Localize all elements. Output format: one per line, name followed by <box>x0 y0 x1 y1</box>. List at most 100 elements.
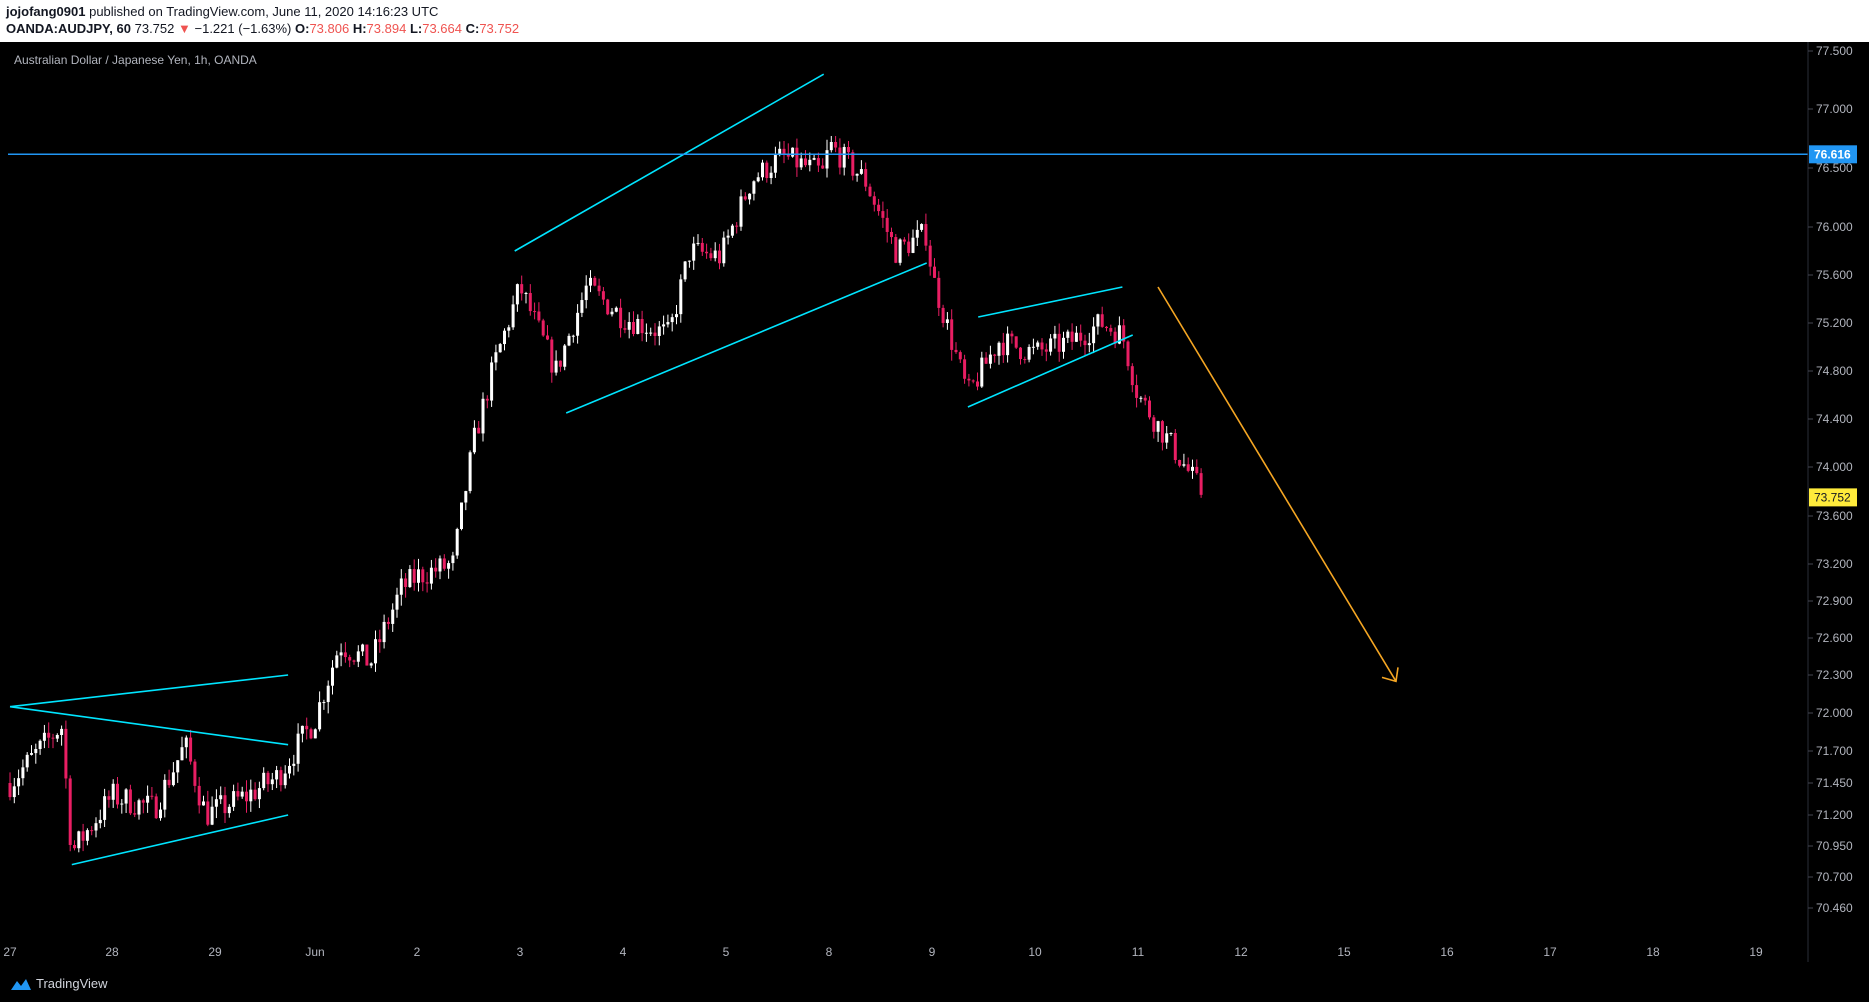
candle-down <box>245 791 248 802</box>
candle-down <box>593 277 597 286</box>
candle-down <box>834 142 838 148</box>
time-tick-label: 9 <box>929 945 936 959</box>
candle-down <box>894 237 898 263</box>
footer: TradingView <box>0 970 1869 1002</box>
candle-up <box>675 314 678 318</box>
candle-up <box>103 796 107 820</box>
candle-up <box>180 747 184 761</box>
candle-up <box>21 767 25 779</box>
candle-up <box>636 318 640 334</box>
candle-up <box>855 173 859 176</box>
candle-up <box>494 352 498 363</box>
candle-up <box>515 284 519 305</box>
trend-line <box>9 674 289 708</box>
drawings-layer: 76.616 73.752 <box>8 73 1857 866</box>
candle-down <box>847 147 850 153</box>
candle-down <box>558 360 562 367</box>
candle-down <box>167 779 171 786</box>
candle-down <box>933 266 936 278</box>
candle-up <box>257 788 261 800</box>
candle-up <box>374 639 377 664</box>
time-tick-label: 10 <box>1028 945 1042 959</box>
price-tick-label: 72.900 <box>1816 594 1853 608</box>
candle-up <box>511 304 515 328</box>
candle-up <box>778 148 782 156</box>
candle-up <box>1027 346 1031 360</box>
price-chart[interactable]: Australian Dollar / Japanese Yen, 1h, OA… <box>0 42 1869 970</box>
candle-down <box>1023 359 1027 361</box>
price-tick-label: 72.600 <box>1816 631 1853 645</box>
candle-up <box>468 452 472 492</box>
candle-up <box>219 795 223 800</box>
candle-down <box>1135 385 1139 398</box>
last-price-box <box>1809 488 1857 507</box>
candle-up <box>915 229 919 238</box>
candle-down <box>1122 325 1126 342</box>
candle-up <box>752 181 756 194</box>
candle-up <box>898 239 902 263</box>
candle-down <box>352 660 356 662</box>
candle-down <box>1113 331 1117 344</box>
tradingview-logo[interactable]: TradingView <box>8 976 108 991</box>
candle-down <box>1173 433 1177 461</box>
candle-up <box>812 158 816 160</box>
candle-down <box>1148 400 1151 418</box>
candle-up <box>498 344 502 353</box>
candle-up <box>55 734 59 739</box>
time-tick-label: 11 <box>1132 945 1145 959</box>
candle-down <box>128 789 132 814</box>
candle-up <box>730 225 734 236</box>
candle-down <box>1195 466 1199 474</box>
brand-name: TradingView <box>36 976 108 991</box>
candle-down <box>623 328 627 330</box>
candle-down <box>735 225 739 227</box>
candle-down <box>976 381 979 387</box>
candle-up <box>825 150 829 169</box>
trend-line <box>565 262 928 414</box>
candle-up <box>292 763 296 766</box>
candle-down <box>8 783 12 798</box>
price-tick-label: 74.800 <box>1816 364 1853 378</box>
candle-up <box>322 702 326 704</box>
time-tick-label: 29 <box>208 945 222 959</box>
candle-up <box>649 332 653 334</box>
price-tick-label: 71.450 <box>1816 776 1853 790</box>
candle-down <box>223 795 227 814</box>
candle-up <box>1049 338 1053 352</box>
candle-up <box>1191 466 1194 471</box>
candle-down <box>442 558 446 569</box>
candle-down <box>365 644 369 666</box>
time-tick-label: 17 <box>1543 945 1557 959</box>
candle-down <box>795 147 799 168</box>
candle-up <box>726 235 730 238</box>
candle-down <box>619 307 623 329</box>
candle-down <box>804 158 807 166</box>
candle-up <box>791 147 795 157</box>
author-name[interactable]: jojofang0901 <box>6 4 86 19</box>
candle-up <box>713 250 717 259</box>
candle-down <box>786 153 790 157</box>
candle-down <box>1199 473 1203 495</box>
price-tick-label: 70.460 <box>1816 901 1853 915</box>
candle-down <box>266 772 270 785</box>
candle-down <box>782 148 786 154</box>
candle-down <box>1126 341 1130 367</box>
candle-up <box>262 772 266 789</box>
price-tick-label: 73.600 <box>1816 509 1853 523</box>
trend-line <box>967 334 1134 408</box>
price-tick-label: 75.600 <box>1816 268 1853 282</box>
candle-up <box>300 725 304 734</box>
close-value: 73.752 <box>479 21 520 36</box>
candle-down <box>1079 332 1083 341</box>
symbol-label[interactable]: OANDA:AUDJPY, 60 <box>6 21 131 36</box>
candle-up <box>769 172 773 179</box>
candle-up <box>339 652 343 656</box>
candle-down <box>133 813 137 815</box>
candle-up <box>1036 342 1040 347</box>
candle-down <box>348 657 352 661</box>
candle-up <box>567 335 571 346</box>
candle-down <box>279 770 283 786</box>
candle-down <box>1160 421 1164 443</box>
candle-up <box>920 224 924 230</box>
candle-up <box>12 786 16 798</box>
